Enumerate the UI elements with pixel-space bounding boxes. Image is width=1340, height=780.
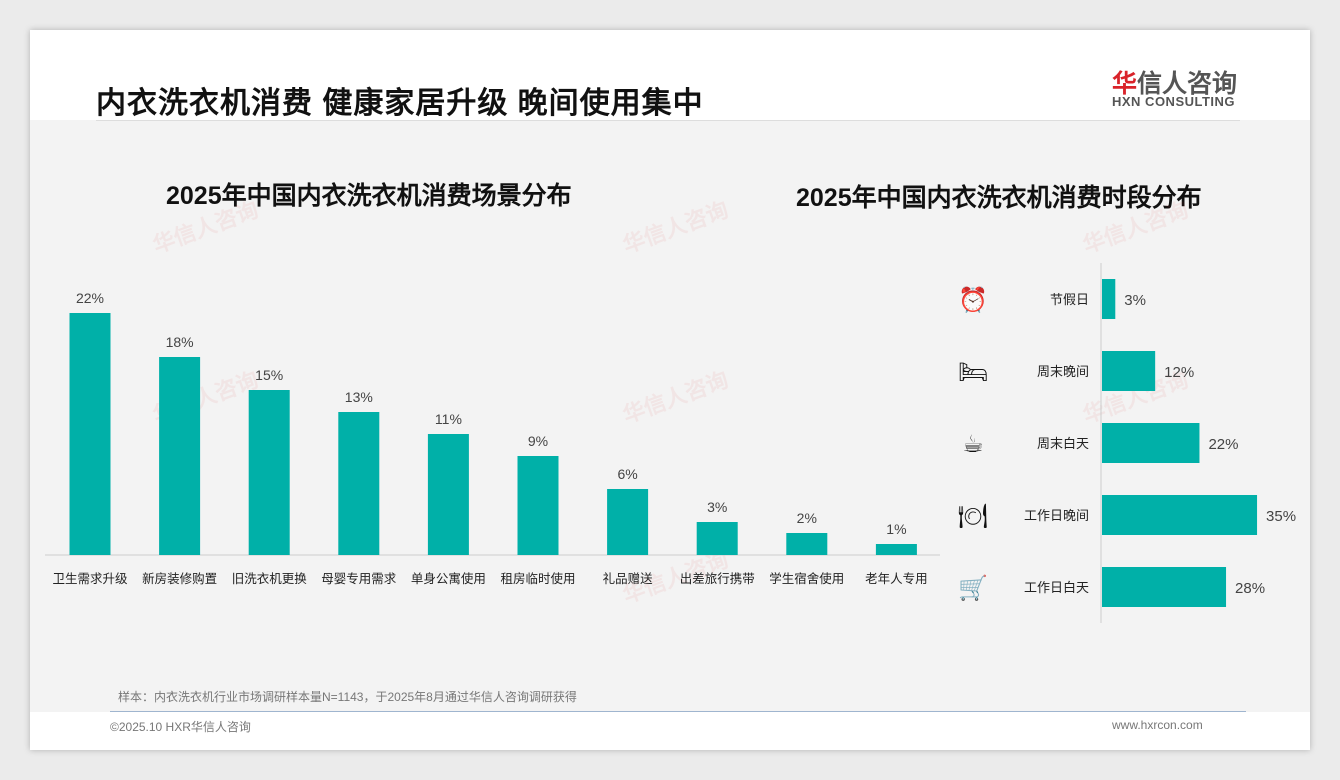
bar [517, 456, 559, 555]
bar [607, 489, 649, 555]
data-label: 3% [707, 499, 727, 515]
data-label: 12% [1164, 364, 1194, 381]
tick-label: 单身公寓使用 [411, 571, 486, 586]
data-label: 15% [255, 367, 283, 383]
left-chart-title: 2025年中国内衣洗衣机消费场景分布 [166, 182, 572, 210]
bar [1102, 423, 1200, 463]
tick-label: 周末白天 [1037, 436, 1089, 452]
bar [1102, 351, 1156, 391]
footer-divider [110, 711, 1246, 712]
page-title: 内衣洗衣机消费 健康家居升级 晚间使用集中 [96, 87, 704, 120]
logo: 华信人咨询 [1112, 64, 1237, 100]
right-chart-title: 2025年中国内衣洗衣机消费时段分布 [796, 184, 1202, 212]
data-label: 9% [528, 433, 548, 449]
tick-label: 周末晚间 [1037, 365, 1089, 380]
copyright: ©2025.10 HXR华信人咨询 [110, 720, 251, 734]
bed-icon: 🛏 [958, 358, 988, 386]
tick-label: 学生宿舍使用 [769, 571, 844, 586]
divider [96, 120, 1240, 121]
bar [786, 533, 828, 555]
tick-label: 老年人专用 [865, 571, 928, 586]
tick-label: 节假日 [1050, 293, 1089, 308]
shopping-cart-icon: 🛒 [958, 574, 988, 602]
data-label: 28% [1235, 580, 1265, 597]
tick-label: 礼品赠送 [603, 571, 654, 586]
tick-label: 旧洗衣机更换 [232, 571, 308, 586]
bar [338, 412, 380, 555]
logo-text: 信人咨询 [1137, 70, 1238, 98]
bar [159, 357, 201, 555]
bar [427, 434, 469, 555]
data-label: 13% [345, 389, 373, 405]
website: www.hxrcon.com [1112, 718, 1203, 732]
data-label: 18% [166, 334, 194, 350]
bar [248, 390, 290, 555]
bar [1102, 495, 1258, 535]
tick-label: 工作日晚间 [1024, 509, 1089, 524]
coffee-mug-icon: ☕ [962, 430, 984, 458]
data-label: 11% [435, 411, 462, 427]
tick-label: 新房装修购置 [142, 571, 217, 586]
bar [1102, 279, 1116, 319]
alarm-clock-icon: ⏰ [958, 285, 988, 314]
tick-label: 卫生需求升级 [52, 571, 128, 586]
tick-label: 出差旅行携带 [680, 571, 755, 586]
data-label: 22% [76, 290, 104, 306]
content-area [30, 120, 1310, 712]
plate-cutlery-icon: 🍽 [958, 502, 988, 530]
data-label: 2% [797, 510, 817, 526]
tick-label: 母婴专用需求 [321, 571, 397, 586]
bar [69, 313, 111, 555]
data-label: 35% [1266, 508, 1296, 525]
tick-label: 租房临时使用 [500, 571, 575, 586]
data-label: 1% [886, 521, 906, 537]
data-label: 22% [1208, 436, 1238, 453]
tick-label: 工作日白天 [1024, 580, 1089, 596]
data-label: 6% [617, 466, 637, 482]
sample-note: 样本：内衣洗衣机行业市场调研样本量N=1143，于2025年8月通过华信人咨询调… [118, 690, 577, 704]
bar [696, 522, 738, 555]
logo-mark: 华 [1112, 70, 1138, 98]
bar [1102, 567, 1227, 607]
data-label: 3% [1124, 292, 1146, 309]
logo-en: HXN CONSULTING [1112, 94, 1236, 109]
bar [875, 544, 917, 555]
